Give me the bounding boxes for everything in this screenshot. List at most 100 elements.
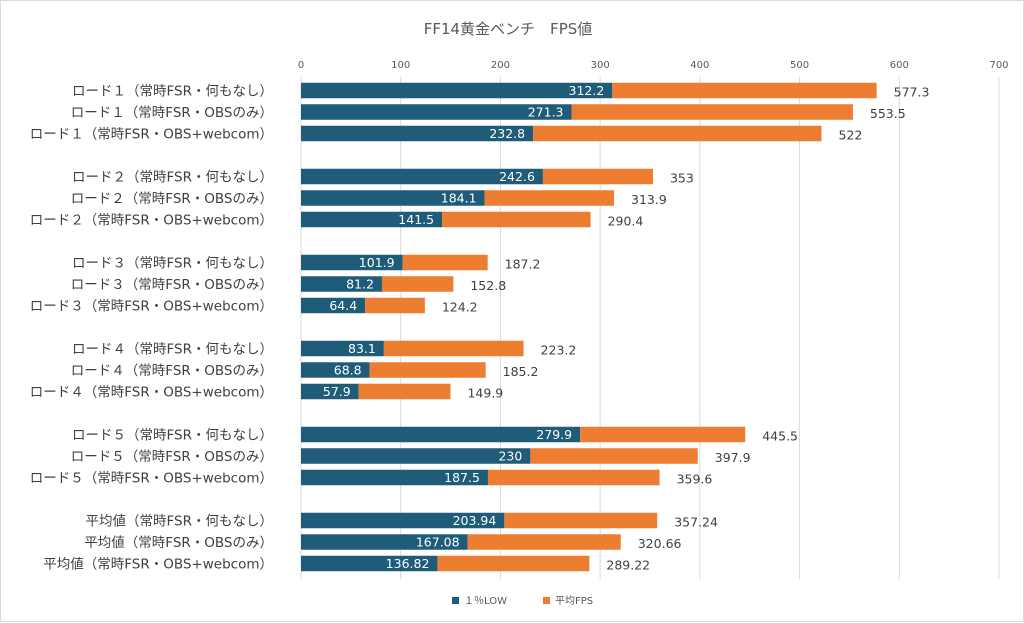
bar-average-fps [437,555,590,572]
data-label-1pct-low: 57.9 [323,384,351,399]
legend-swatch-average-fps [543,597,550,604]
bar-average-fps [369,362,486,378]
data-label-average-fps: 313.9 [631,192,667,207]
x-tick-label: 0 [298,60,304,71]
category-label: ロード４（常時FSR・何もなし） [72,342,273,358]
category-label: ロード４（常時FSR・OBSのみ） [71,363,273,379]
data-label-average-fps: 359.6 [677,472,713,487]
data-label-1pct-low: 279.9 [536,427,572,442]
bar-1pct-low [301,383,359,400]
bar-average-fps [533,125,822,142]
bar-1pct-low [301,254,403,271]
x-tick-label: 700 [989,60,1008,71]
data-label-1pct-low: 141.5 [398,212,434,227]
x-tick-label: 500 [790,60,809,71]
data-label-average-fps: 445.5 [762,429,798,444]
data-label-1pct-low: 101.9 [359,255,395,270]
data-label-1pct-low: 232.8 [489,126,525,141]
data-label-1pct-low: 312.2 [569,83,605,98]
data-label-average-fps: 353 [670,171,694,186]
bar-1pct-low [301,512,505,529]
bar-1pct-low [301,340,384,357]
category-labels: ロード１（常時FSR・何もなし） ロード１（常時FSR・OBSのみ） ロード１（常時… [30,84,273,573]
data-label-average-fps: 289.22 [606,558,650,573]
bar-average-fps [383,340,524,357]
category-label: ロード３（常時FSR・何もなし） [72,256,273,272]
data-label-1pct-low: 184.1 [441,191,477,206]
data-label-1pct-low: 230 [498,449,522,464]
category-label: ロード２（常時FSR・OBSのみ） [71,191,273,207]
category-label: 平均値（常時FSR・何もなし） [86,514,273,530]
bars [301,82,877,572]
data-label-average-fps: 577.3 [894,85,930,100]
bar-1pct-low [301,448,531,464]
category-label: ロード４（常時FSR・OBS+webcom） [30,385,273,401]
x-tick-label: 300 [591,60,610,71]
bar-average-fps [467,534,621,550]
data-label-1pct-low: 83.1 [348,341,376,356]
data-label-1pct-low: 64.4 [329,298,357,313]
bar-average-fps [381,276,454,292]
bar-average-fps [542,168,653,185]
x-axis-ticks: 0 100 200 300 400 500 600 700 [298,60,1009,71]
data-label-average-fps: 553.5 [870,106,906,121]
data-label-average-fps: 152.8 [470,278,506,293]
data-label-average-fps: 124.2 [442,300,478,315]
data-label-average-fps: 397.9 [715,450,751,465]
bar-average-fps [612,82,877,99]
data-label-1pct-low: 81.2 [346,277,374,292]
data-label-average-fps: 187.2 [505,257,541,272]
data-label-1pct-low: 187.5 [444,470,480,485]
category-label: ロード５（常時FSR・OBS+webcom） [30,471,273,487]
x-tick-label: 100 [391,60,410,71]
gridlines [300,77,1000,579]
data-label-1pct-low: 203.94 [453,513,497,528]
x-tick-label: 400 [690,60,709,71]
legend-label-average-fps: 平均FPS [555,595,593,607]
bar-1pct-low [301,534,468,550]
category-label: ロード５（常時FSR・OBSのみ） [71,449,273,465]
bar-1pct-low [301,125,534,142]
data-label-average-fps: 290.4 [608,214,644,229]
bar-average-fps [484,190,615,206]
bar-average-fps [358,383,451,400]
data-label-1pct-low: 242.6 [499,169,535,184]
data-label-average-fps: 185.2 [503,364,539,379]
bar-1pct-low [301,426,581,443]
bar-1pct-low [301,82,613,99]
data-label-average-fps: 149.9 [467,386,503,401]
data-label-1pct-low: 136.82 [386,556,430,571]
bar-average-fps [530,448,698,464]
category-label: ロード２（常時FSR・OBS+webcom） [30,213,273,229]
bar-1pct-low [301,276,382,292]
bar-average-fps [504,512,658,529]
bar-1pct-low [301,211,443,228]
category-label: ロード１（常時FSR・何もなし） [72,84,273,100]
bar-average-fps [402,254,488,271]
x-tick-label: 200 [491,60,510,71]
category-label: 平均値（常時FSR・OBSのみ） [84,535,273,551]
data-label-1pct-low: 68.8 [334,363,362,378]
bar-1pct-low [301,362,370,378]
category-label: ロード３（常時FSR・OBS+webcom） [30,299,273,315]
chart-title: FF14黄金ベンチ FPS値 [424,20,593,38]
bar-1pct-low [301,104,572,120]
data-labels: 312.2 577.3 271.3 553.5 232.8 522 242.6 353 184.… [323,83,930,573]
bar-1pct-low [301,555,438,572]
bar-1pct-low [301,168,543,185]
category-label: 平均値（常時FSR・OBS+webcom） [43,557,273,573]
bar-1pct-low [301,297,366,314]
bar-1pct-low [301,469,488,486]
bar-average-fps [580,426,746,443]
category-label: ロード５（常時FSR・何もなし） [72,428,273,444]
x-tick-label: 600 [890,60,909,71]
category-label: ロード１（常時FSR・OBS+webcom） [30,127,273,143]
data-label-1pct-low: 271.3 [528,105,564,120]
data-label-average-fps: 357.24 [674,515,718,530]
bar-1pct-low [301,190,485,206]
data-label-1pct-low: 167.08 [416,535,460,550]
bar-average-fps [571,104,853,120]
legend-swatch-1pct-low [452,597,459,604]
category-label: ロード３（常時FSR・OBSのみ） [71,277,273,293]
